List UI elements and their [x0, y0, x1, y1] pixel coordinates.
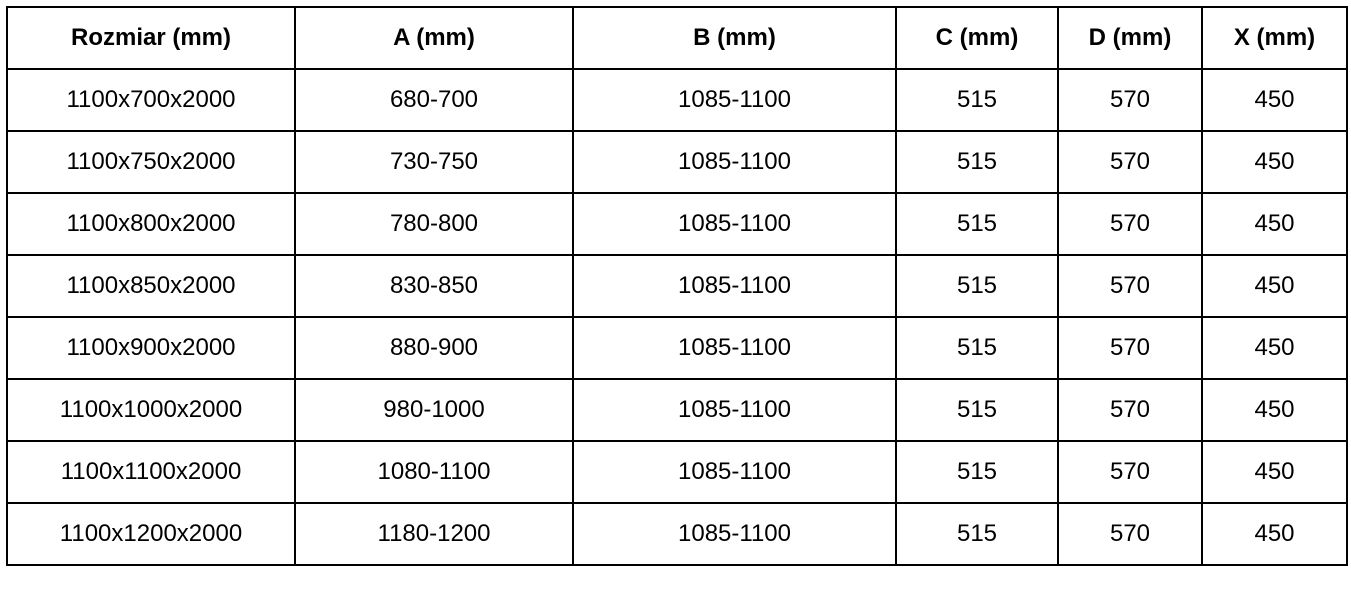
cell-a: 1080-1100	[294, 440, 574, 504]
cell-c: 515	[895, 502, 1059, 566]
cell-c: 515	[895, 254, 1059, 318]
cell-d: 570	[1057, 192, 1203, 256]
table-row: 1100x1000x2000 980-1000 1085-1100 515 570 450	[6, 378, 1348, 442]
cell-d: 570	[1057, 130, 1203, 194]
column-header-size: Rozmiar (mm)	[6, 6, 296, 70]
table-row: 1100x1100x2000 1080-1100 1085-1100 515 570 45…	[6, 440, 1348, 504]
cell-x: 450	[1201, 502, 1348, 566]
cell-size: 1100x1200x2000	[6, 502, 296, 566]
column-header-x: X (mm)	[1201, 6, 1348, 70]
cell-d: 570	[1057, 378, 1203, 442]
cell-x: 450	[1201, 254, 1348, 318]
cell-x: 450	[1201, 378, 1348, 442]
table-row: 1100x750x2000 730-750 1085-1100 515 570 450	[6, 130, 1348, 194]
table-row: 1100x850x2000 830-850 1085-1100 515 570 450	[6, 254, 1348, 318]
cell-a: 730-750	[294, 130, 574, 194]
cell-c: 515	[895, 192, 1059, 256]
cell-x: 450	[1201, 192, 1348, 256]
cell-c: 515	[895, 440, 1059, 504]
cell-x: 450	[1201, 130, 1348, 194]
cell-b: 1085-1100	[572, 68, 897, 132]
cell-d: 570	[1057, 502, 1203, 566]
cell-c: 515	[895, 68, 1059, 132]
cell-size: 1100x900x2000	[6, 316, 296, 380]
cell-x: 450	[1201, 68, 1348, 132]
cell-c: 515	[895, 378, 1059, 442]
cell-b: 1085-1100	[572, 378, 897, 442]
cell-d: 570	[1057, 254, 1203, 318]
cell-c: 515	[895, 130, 1059, 194]
cell-a: 680-700	[294, 68, 574, 132]
cell-d: 570	[1057, 68, 1203, 132]
cell-c: 515	[895, 316, 1059, 380]
cell-a: 980-1000	[294, 378, 574, 442]
table-row: 1100x1200x2000 1180-1200 1085-1100 515 570 45…	[6, 502, 1348, 566]
cell-x: 450	[1201, 440, 1348, 504]
column-header-a: A (mm)	[294, 6, 574, 70]
table-row: 1100x900x2000 880-900 1085-1100 515 570 450	[6, 316, 1348, 380]
column-header-c: C (mm)	[895, 6, 1059, 70]
cell-b: 1085-1100	[572, 316, 897, 380]
cell-a: 780-800	[294, 192, 574, 256]
cell-size: 1100x1100x2000	[6, 440, 296, 504]
column-header-b: B (mm)	[572, 6, 897, 70]
cell-b: 1085-1100	[572, 502, 897, 566]
cell-size: 1100x850x2000	[6, 254, 296, 318]
cell-a: 1180-1200	[294, 502, 574, 566]
cell-a: 880-900	[294, 316, 574, 380]
cell-d: 570	[1057, 316, 1203, 380]
cell-size: 1100x800x2000	[6, 192, 296, 256]
table-row: 1100x700x2000 680-700 1085-1100 515 570 450	[6, 68, 1348, 132]
cell-d: 570	[1057, 440, 1203, 504]
column-header-d: D (mm)	[1057, 6, 1203, 70]
cell-b: 1085-1100	[572, 440, 897, 504]
cell-b: 1085-1100	[572, 254, 897, 318]
cell-x: 450	[1201, 316, 1348, 380]
cell-size: 1100x1000x2000	[6, 378, 296, 442]
cell-a: 830-850	[294, 254, 574, 318]
table-row: 1100x800x2000 780-800 1085-1100 515 570 450	[6, 192, 1348, 256]
dimensions-table: Rozmiar (mm) A (mm) B (mm) C (mm) D (mm) X (m…	[6, 6, 1348, 566]
cell-b: 1085-1100	[572, 130, 897, 194]
header-row: Rozmiar (mm) A (mm) B (mm) C (mm) D (mm) X (m…	[6, 6, 1348, 70]
cell-size: 1100x750x2000	[6, 130, 296, 194]
cell-size: 1100x700x2000	[6, 68, 296, 132]
cell-b: 1085-1100	[572, 192, 897, 256]
